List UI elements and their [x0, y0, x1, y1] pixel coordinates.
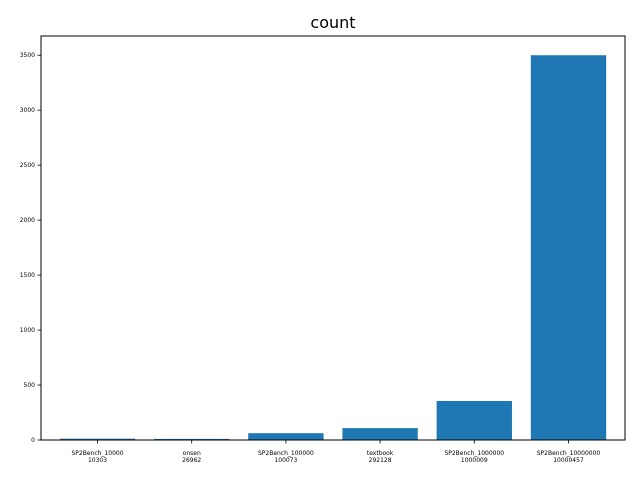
y-axis: 0 500 1000 1500 2000 2500 3000 3500 — [20, 52, 41, 444]
x-tick-label-5-0: SP2Bench_10000000 — [537, 450, 601, 457]
bar-1 — [154, 438, 230, 440]
y-tick-label-5: 2500 — [20, 162, 35, 169]
y-tick-label-1: 500 — [24, 382, 36, 389]
chart-title: count — [310, 13, 355, 32]
plot-frame — [40, 35, 626, 441]
x-tick-label-4-1: 1000009 — [461, 457, 488, 464]
x-tick-label-5-1: 10000457 — [553, 457, 584, 464]
y-tick-label-2: 1000 — [20, 327, 35, 334]
x-tick-label-3-0: textbook — [367, 450, 394, 457]
x-tick-label-0-1: 10303 — [88, 457, 107, 464]
bar-3 — [342, 428, 418, 440]
x-tick-label-4-0: SP2Bench_1000000 — [444, 450, 504, 457]
bars-group — [59, 55, 607, 440]
bar-4 — [436, 400, 512, 440]
x-tick-label-0-0: SP2Bench_10000 — [71, 450, 123, 457]
y-tick-label-7: 3500 — [20, 52, 35, 59]
y-tick-label-0: 0 — [31, 437, 35, 444]
x-tick-label-1-1: 26962 — [182, 457, 201, 464]
x-tick-label-3-1: 292128 — [369, 457, 392, 464]
y-tick-label-3: 1500 — [20, 272, 35, 279]
y-tick-label-6: 3000 — [20, 107, 35, 114]
bar-0 — [59, 438, 136, 440]
x-tick-label-1-0: onsen — [183, 450, 201, 457]
bar-5 — [530, 55, 607, 440]
x-tick-label-2-0: SP2Bench_100000 — [258, 450, 314, 457]
bar-2 — [248, 433, 324, 440]
x-tick-label-2-1: 100073 — [274, 457, 297, 464]
y-tick-label-4: 2000 — [20, 217, 35, 224]
